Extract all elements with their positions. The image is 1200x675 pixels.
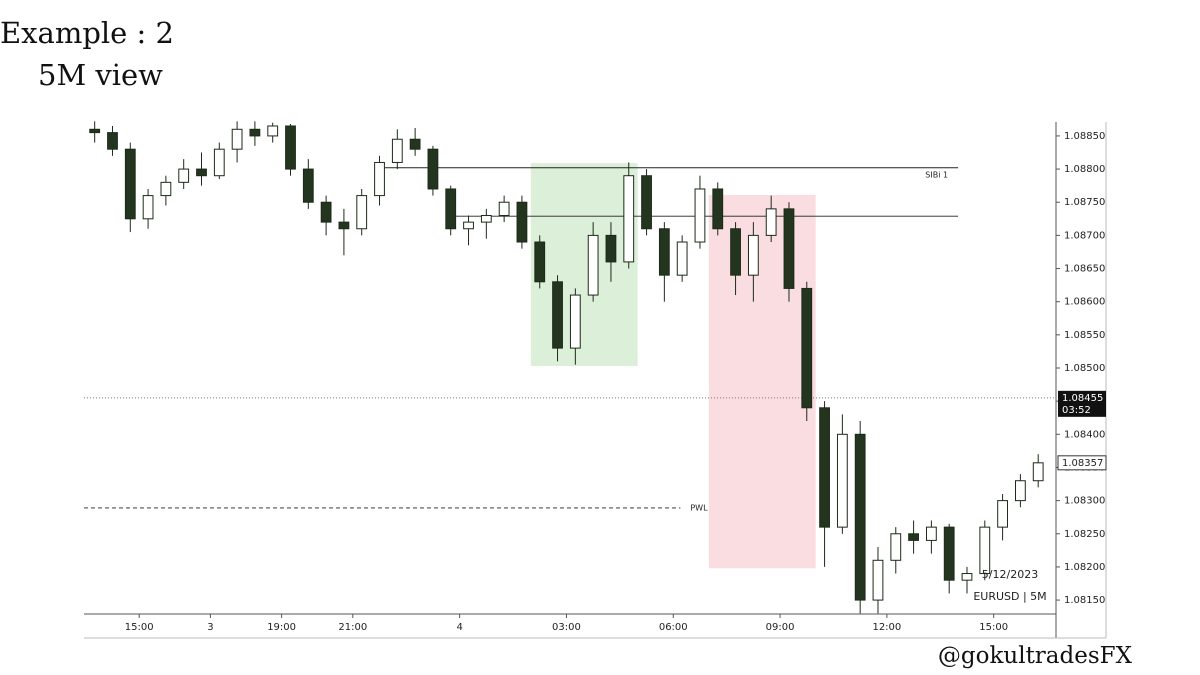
candle-body xyxy=(107,132,118,150)
candle-body xyxy=(160,181,172,197)
candle-body xyxy=(320,201,332,223)
candle-body xyxy=(267,125,279,137)
candle-body xyxy=(997,500,1008,528)
candle-body xyxy=(302,168,314,203)
candle-body xyxy=(178,168,190,183)
y-tick-label: 1.08750 xyxy=(1064,197,1105,208)
y-tick-label: 1.08700 xyxy=(1064,230,1105,241)
candle-body xyxy=(587,234,599,296)
candle-body xyxy=(569,294,581,349)
x-tick-label: 03:00 xyxy=(552,622,581,633)
candle-body xyxy=(836,433,848,528)
candle-body xyxy=(658,228,670,276)
candle-body xyxy=(427,148,439,190)
candle-body xyxy=(196,168,207,177)
candle-body xyxy=(854,433,866,601)
y-tick-label: 1.08200 xyxy=(1064,562,1105,573)
x-tick-label: 12:00 xyxy=(872,622,901,633)
candle-body xyxy=(463,221,474,230)
candle-body xyxy=(142,195,154,220)
level-label: SIBi 1 xyxy=(925,170,948,179)
countdown-label: 03:52 xyxy=(1062,405,1091,416)
y-tick-label: 1.08550 xyxy=(1064,330,1105,341)
candle-body xyxy=(124,148,136,220)
candle-body xyxy=(747,234,759,276)
candle-body xyxy=(1015,480,1026,502)
candle-body xyxy=(765,208,777,236)
candle-body xyxy=(249,128,261,137)
candle-body xyxy=(1032,462,1044,482)
x-tick-label: 19:00 xyxy=(267,622,296,633)
current-price-label: 1.08357 xyxy=(1062,458,1103,469)
current-price-box xyxy=(1057,455,1107,471)
candle-body xyxy=(801,287,813,409)
candle-body xyxy=(783,208,795,289)
candle-body xyxy=(961,573,973,581)
x-tick-label: 4 xyxy=(456,622,462,633)
candle-body xyxy=(730,228,741,276)
candle-body xyxy=(391,138,403,163)
candle-body xyxy=(623,175,635,263)
candle-body xyxy=(374,161,385,197)
y-tick-label: 1.08300 xyxy=(1064,496,1105,507)
candle-body xyxy=(213,148,225,177)
candle-body xyxy=(480,214,492,223)
candle-body xyxy=(356,195,368,230)
candle-body xyxy=(676,241,688,276)
y-tick-label: 1.08800 xyxy=(1064,164,1105,175)
chart-subtitle: 5M view xyxy=(38,58,163,92)
x-tick-label: 3 xyxy=(207,622,213,633)
candle-body xyxy=(908,533,919,541)
candle-body xyxy=(516,201,528,243)
candle-body xyxy=(694,188,706,243)
x-tick-label: 15:00 xyxy=(125,622,154,633)
candle-body xyxy=(285,125,296,170)
candle-body xyxy=(872,559,884,601)
y-tick-label: 1.08850 xyxy=(1064,131,1105,142)
y-tick-label: 1.08600 xyxy=(1064,297,1105,308)
candle-body xyxy=(712,188,724,230)
y-tick-label: 1.08250 xyxy=(1064,529,1105,540)
level-label: PWL xyxy=(690,503,708,512)
candle-body xyxy=(552,281,563,349)
candle-body xyxy=(641,175,652,230)
zone xyxy=(708,194,816,569)
candle-body xyxy=(925,526,937,541)
annotation: 5/12/2023 xyxy=(982,568,1038,581)
candle-body xyxy=(890,533,902,561)
candle-body xyxy=(605,234,617,263)
x-tick-label: 06:00 xyxy=(659,622,688,633)
chart-title: Example : 2 xyxy=(0,16,174,50)
last-price-label: 1.08455 xyxy=(1062,393,1103,404)
candle-body xyxy=(445,188,457,230)
candle-body xyxy=(409,138,421,150)
candle-body xyxy=(231,128,243,150)
candle-body xyxy=(979,526,991,575)
candle-body xyxy=(498,201,510,216)
y-tick-label: 1.08650 xyxy=(1064,264,1105,275)
y-tick-label: 1.08400 xyxy=(1064,429,1105,440)
candle-body xyxy=(943,526,955,581)
x-tick-label: 15:00 xyxy=(979,622,1008,633)
candle-body xyxy=(89,128,101,134)
y-tick-label: 1.08500 xyxy=(1064,363,1105,374)
candle-body xyxy=(338,221,350,230)
annotation: EURUSD | 5M xyxy=(973,590,1046,603)
candle-body xyxy=(534,241,546,283)
zone xyxy=(530,163,638,367)
x-tick-label: 09:00 xyxy=(766,622,795,633)
x-tick-label: 21:00 xyxy=(338,622,367,633)
watermark: @gokultradesFX xyxy=(938,643,1133,669)
last-price-box xyxy=(1058,390,1106,417)
candle-body xyxy=(819,407,830,528)
y-tick-label: 1.08150 xyxy=(1064,595,1105,606)
